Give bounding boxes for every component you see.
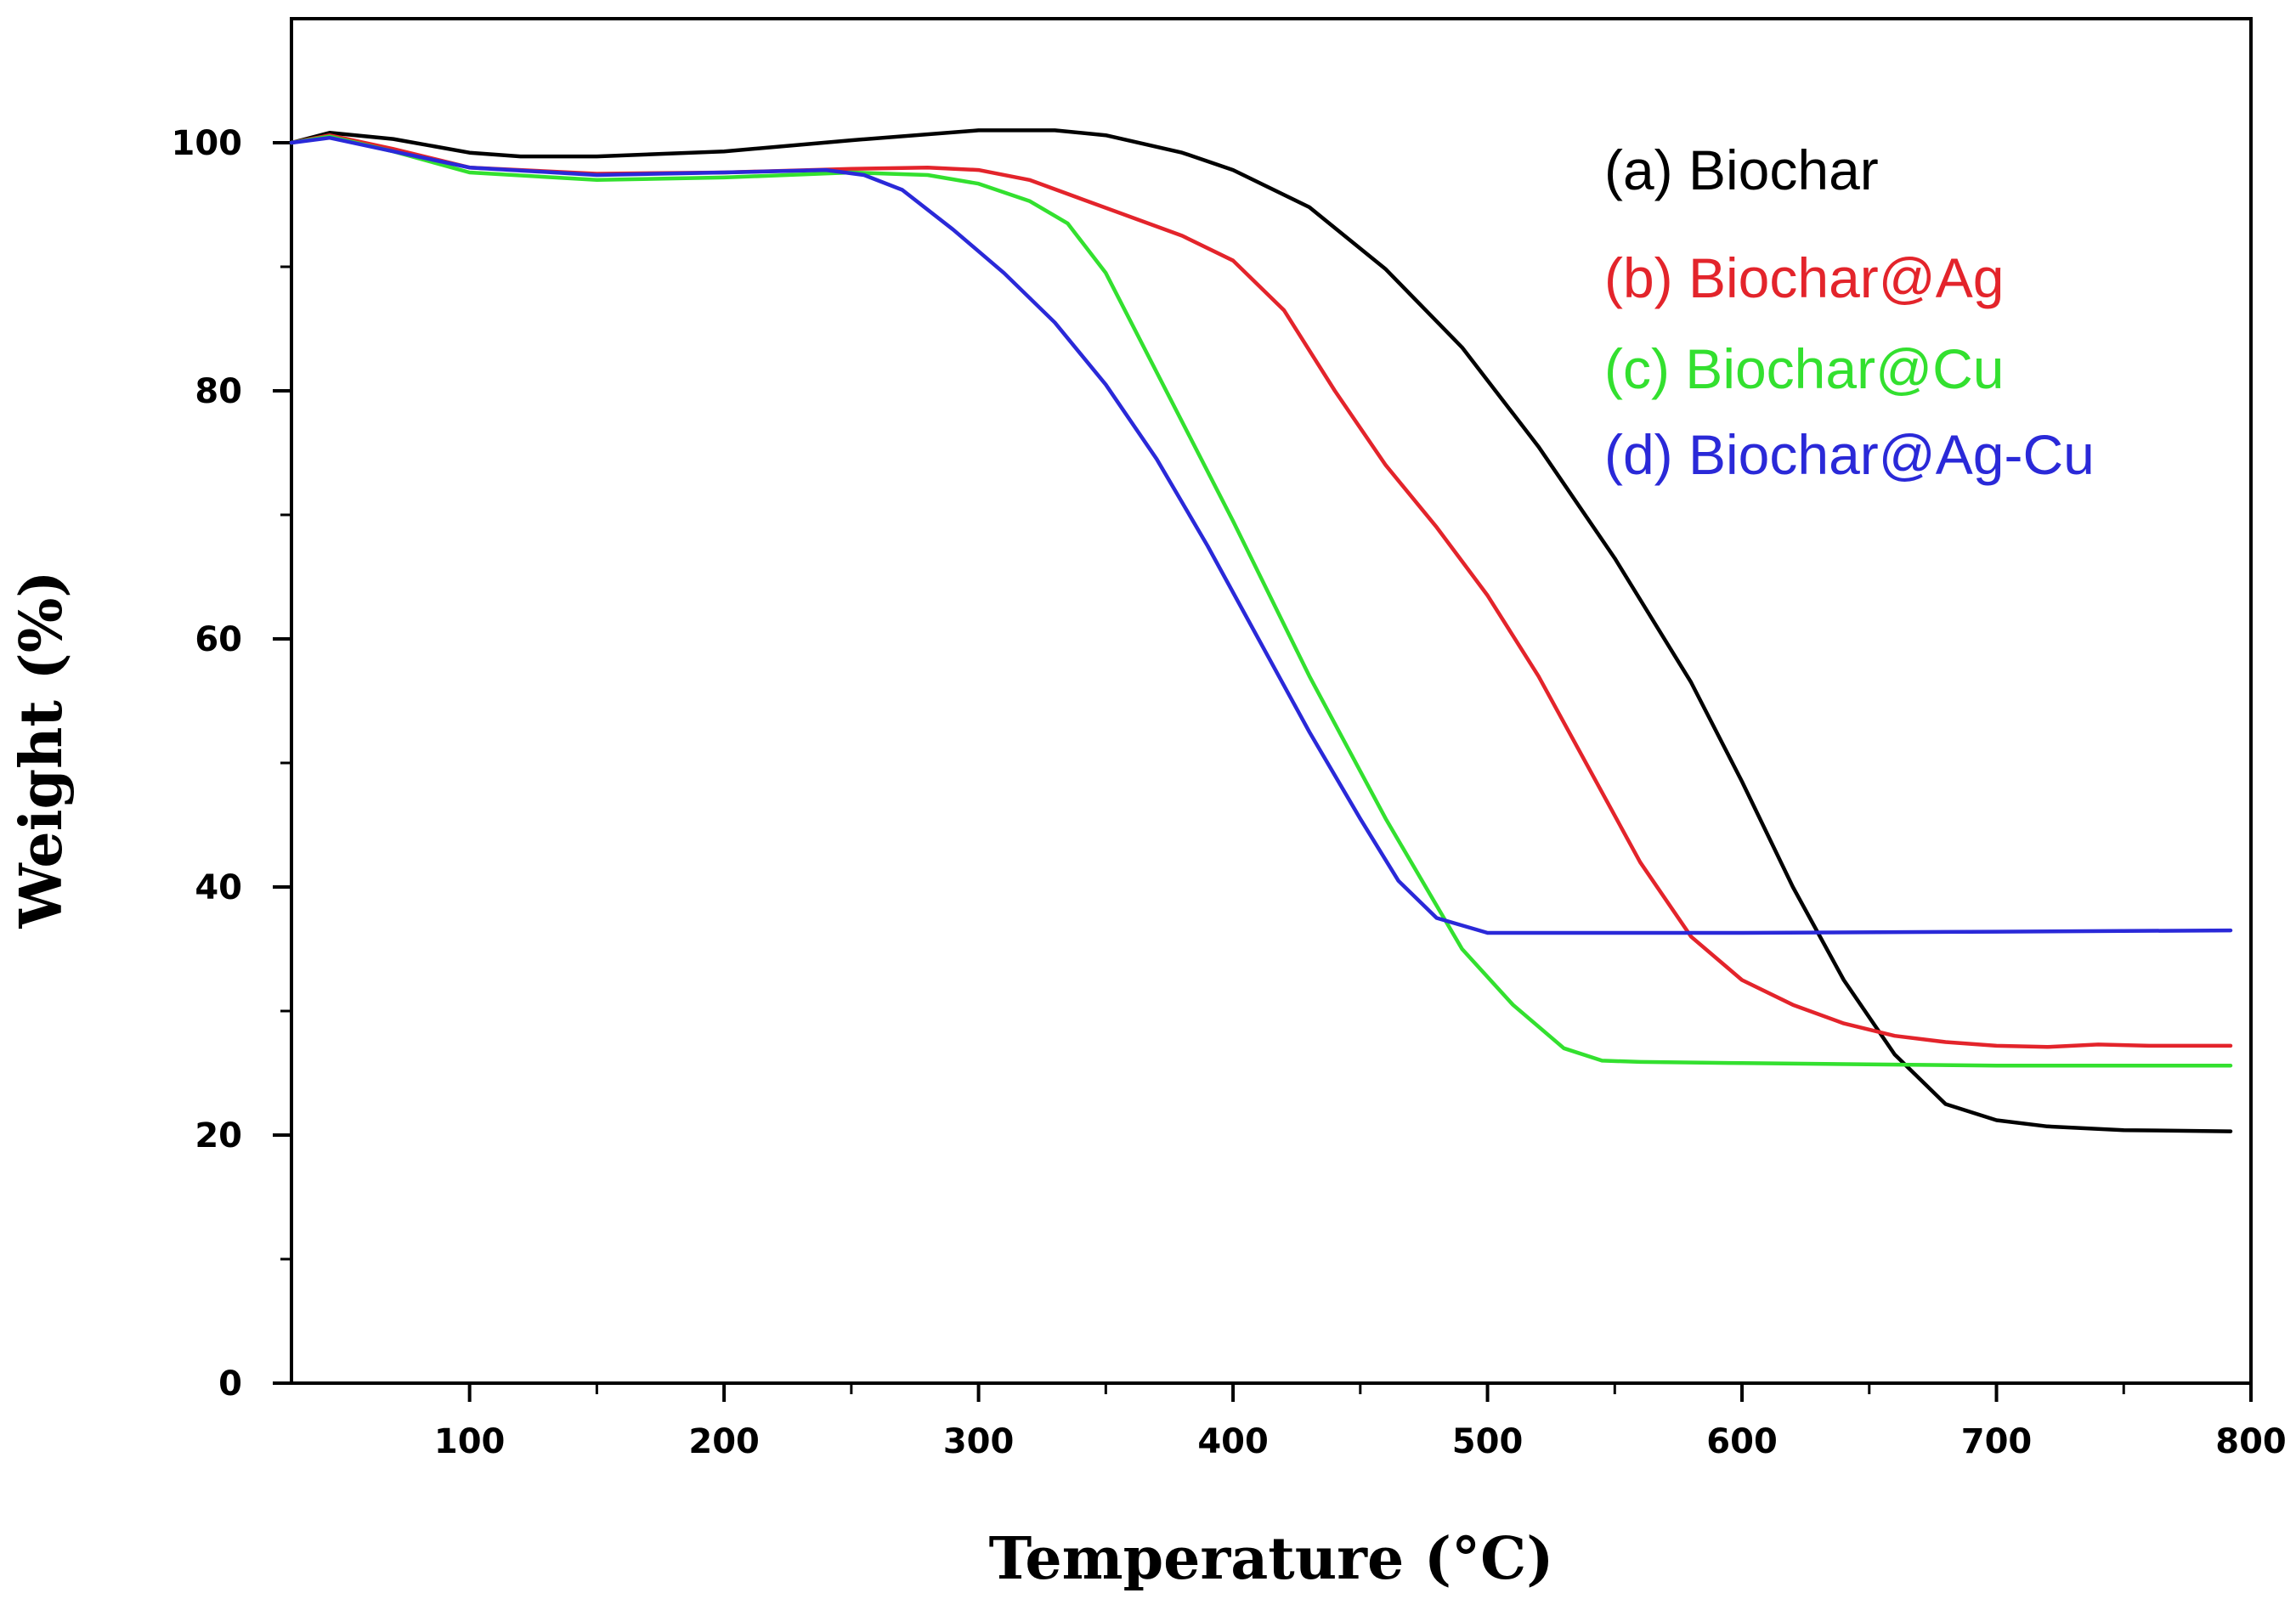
series-layer xyxy=(289,128,2233,1133)
legend-entry-b: (b) Biochar@Ag xyxy=(1604,246,2005,309)
x-tick-label: 400 xyxy=(1197,1422,1269,1461)
x-tick-label: 700 xyxy=(1961,1422,2033,1461)
x-tick-label: 300 xyxy=(943,1422,1015,1461)
x-axis-title: Temperature (°C) xyxy=(989,1525,1554,1593)
x-tick-label: 600 xyxy=(1706,1422,1778,1461)
legend: (a) Biochar (b) Biochar@Ag (c) Biochar@Cu (… xyxy=(1604,138,2095,486)
legend-entry-c: (c) Biochar@Cu xyxy=(1604,337,2004,400)
y-tick-label: 60 xyxy=(195,620,242,659)
x-tick-label: 500 xyxy=(1452,1422,1524,1461)
y-tick-label: 0 xyxy=(218,1364,242,1404)
x-tick-label: 200 xyxy=(688,1422,760,1461)
y-axis-title: Weight (%) xyxy=(8,571,76,929)
y-tick-label: 40 xyxy=(195,868,242,907)
legend-entry-a: (a) Biochar xyxy=(1604,138,1879,201)
plot-frame xyxy=(290,17,2253,1385)
series-line-d xyxy=(289,135,2233,935)
series-line-a xyxy=(289,128,2233,1133)
y-tick-label: 20 xyxy=(195,1116,242,1155)
x-tick-label: 100 xyxy=(434,1422,506,1461)
legend-entry-d: (d) Biochar@Ag-Cu xyxy=(1604,423,2095,486)
series-line-c xyxy=(289,134,2233,1068)
y-tick-label: 100 xyxy=(172,124,243,163)
x-tick-label: 800 xyxy=(2215,1422,2287,1461)
ticks-layer: 100 200 300 400 500 600 700 800 0 20 40 60 80 100 xyxy=(172,124,2287,1461)
y-tick-label: 80 xyxy=(195,372,242,411)
